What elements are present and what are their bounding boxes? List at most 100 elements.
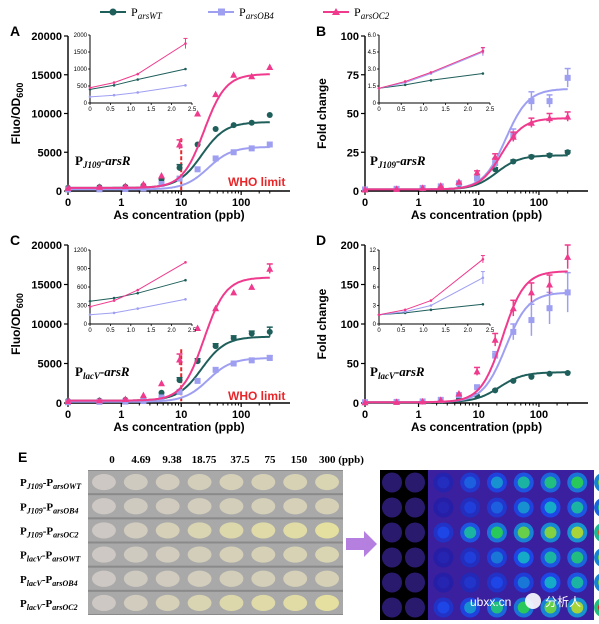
heatmap-well-center <box>571 476 584 489</box>
data-point-oc2 <box>158 172 166 179</box>
heatmap-well-center <box>437 476 450 489</box>
data-point-ob4 <box>230 149 237 156</box>
inset-x-tick-label: 0.5 <box>397 107 406 113</box>
legend-label-ob4: P <box>239 5 246 19</box>
x-tick-label: 10 <box>175 409 187 421</box>
plate-well <box>283 474 308 491</box>
plate-well <box>123 474 148 491</box>
inset-line-oc2 <box>89 43 186 89</box>
data-point-oc2 <box>564 253 572 260</box>
inset-y-tick-label: 1200 <box>74 248 88 254</box>
data-point-wt <box>230 122 237 129</box>
plate-well <box>315 522 339 539</box>
construct-label: PJ109-arsR <box>75 153 131 170</box>
data-point-oc2 <box>194 324 202 331</box>
data-point-wt <box>564 149 571 156</box>
plate-well <box>283 570 308 587</box>
data-point-wt <box>176 164 183 171</box>
plate-well <box>219 522 244 539</box>
y-tick-label: 150 <box>341 280 359 292</box>
fit-curve-oc2 <box>365 117 568 191</box>
plate-row-strip <box>88 591 343 614</box>
data-point-ob4 <box>528 317 535 324</box>
data-point-oc2 <box>248 72 256 80</box>
y-tick-label: 100 <box>341 31 359 43</box>
inset-x-tick-label: 1.5 <box>441 107 450 113</box>
inset-point-oc2 <box>112 81 116 84</box>
panel-label-b: B <box>316 23 326 39</box>
x-tick-label: 100 <box>232 409 250 421</box>
data-point-oc2 <box>473 367 481 375</box>
inset-x-tick-label: 2.0 <box>464 107 473 113</box>
inset-c: 0 300 600 900 1200 0 0.5 1.0 1.5 2.0 2.5 <box>74 248 197 334</box>
plate-well <box>92 498 116 515</box>
heatmap-well-center <box>437 501 450 514</box>
data-point-oc2 <box>455 390 463 397</box>
data-point-oc2 <box>393 398 401 405</box>
svg-text:ParsOC2: ParsOC2 <box>354 5 390 21</box>
heatmap-well-center <box>437 576 450 589</box>
inset-point-wt <box>112 296 116 300</box>
data-point-wt <box>158 389 165 396</box>
y-tick-label: 15000 <box>31 280 62 292</box>
legend-marker-ob4 <box>218 8 225 16</box>
heatmap-well-center <box>544 526 557 539</box>
heatmap-well <box>405 597 425 618</box>
y-tick-label: 50 <box>347 359 359 371</box>
heatmap-well-center <box>517 476 530 489</box>
data-point-oc2 <box>491 336 499 343</box>
construct-label: PlacV-arsR <box>370 364 425 381</box>
inset-y-tick-label: 0 <box>373 322 377 328</box>
heatmap-well-center <box>517 576 530 589</box>
inset-x-tick-label: 0.5 <box>397 328 406 334</box>
plate-well <box>155 522 180 539</box>
data-point-ob4 <box>266 141 273 148</box>
plate-well <box>123 546 148 563</box>
arrow-icon <box>346 531 377 557</box>
inset-x-tick-label: 0.5 <box>106 107 115 113</box>
inset-x-tick-label: 2.0 <box>464 328 473 334</box>
inset-x-tick-label: 1.0 <box>419 328 428 334</box>
data-point-oc2 <box>437 182 445 189</box>
x-tick-label: 10 <box>473 197 485 209</box>
data-point-oc2 <box>230 71 238 78</box>
inset-x-tick-label: 0 <box>377 328 381 334</box>
concentration-label: 18.75 <box>192 454 217 466</box>
data-point-oc2 <box>546 114 554 122</box>
heatmap-well-center <box>437 526 450 539</box>
data-point-wt <box>510 158 517 165</box>
data-point-oc2 <box>419 397 427 405</box>
y-tick-label: 50 <box>347 109 359 121</box>
heatmap-well-center <box>571 601 584 614</box>
data-point-oc2 <box>248 283 256 290</box>
data-point-oc2 <box>564 113 572 120</box>
plate-well <box>251 474 276 491</box>
heatmap-well-center <box>490 551 503 564</box>
plate-row-strip <box>88 471 343 494</box>
inset-line-ob4 <box>378 277 484 316</box>
heatmap-well-center <box>571 551 584 564</box>
construct-row-label: PlacV-ParsOWT <box>20 550 81 564</box>
data-point-wt <box>266 328 273 335</box>
y-tick-label: 75 <box>347 70 359 82</box>
inset-x-tick-label: 2.5 <box>486 107 495 113</box>
inset-y-tick-label: 500 <box>77 84 88 90</box>
inset-point-wt <box>136 291 140 295</box>
wechat-icon <box>525 593 541 609</box>
plate-well <box>155 546 180 563</box>
data-point-ob4 <box>176 388 183 395</box>
inset-point-oc2 <box>377 313 381 317</box>
heatmap-well-center <box>437 551 450 564</box>
data-point-oc2 <box>266 63 274 70</box>
inset-point-ob4 <box>136 307 140 310</box>
data-point-oc2 <box>437 396 445 403</box>
inset-point-oc2 <box>377 86 381 90</box>
panel-label-d: D <box>316 232 326 248</box>
heatmap-well <box>382 472 402 493</box>
fit-curve-oc2 <box>68 276 270 402</box>
plate-well <box>315 474 339 491</box>
plate-well <box>315 546 339 563</box>
inset-x-tick-label: 0 <box>88 107 92 113</box>
inset-line-oc2 <box>89 261 186 308</box>
data-point-wt <box>212 126 219 132</box>
